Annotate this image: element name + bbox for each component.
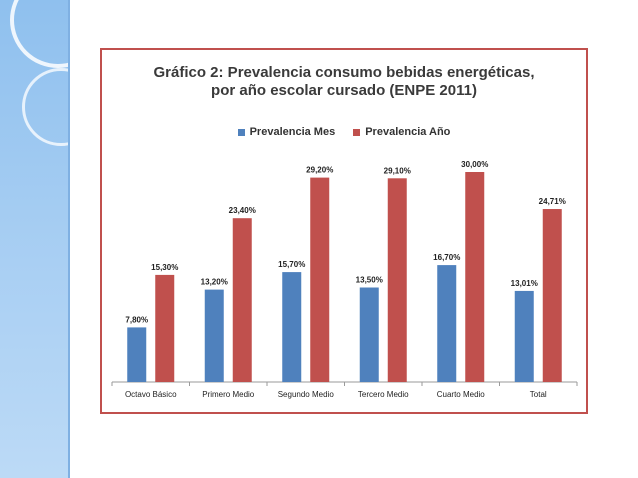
bar-prevalencia-ano — [542, 209, 562, 382]
data-label: 13,01% — [511, 279, 538, 288]
chart-title-line-2: por año escolar cursado (ENPE 2011) — [211, 82, 477, 99]
legend-item-mes: Prevalencia Mes — [237, 126, 336, 138]
bar-prevalencia-mes — [204, 289, 224, 382]
side-decoration-strip — [0, 0, 106, 478]
legend-swatch-mes — [237, 128, 245, 136]
chart-legend: Prevalencia Mes Prevalencia Año — [102, 126, 586, 138]
bar-prevalencia-ano — [232, 218, 252, 382]
x-tick-label: Primero Medio — [202, 390, 255, 399]
data-label: 23,40% — [229, 206, 256, 215]
bar-chart-plot: 7,80% 15,30% Octavo Básico 13,20% 23,40% Prim… — [111, 160, 578, 399]
data-label: 15,30% — [151, 263, 178, 272]
bar-prevalencia-mes — [282, 272, 302, 382]
x-tick-label: Tercero Medio — [358, 390, 409, 399]
chart-frame: Gráfico 2: Prevalencia consumo bebidas e… — [100, 48, 588, 414]
data-label: 13,20% — [201, 278, 228, 287]
bar-prevalencia-ano — [387, 178, 407, 382]
bar-prevalencia-mes — [437, 265, 457, 382]
legend-swatch-ano — [353, 128, 361, 136]
data-label: 7,80% — [125, 315, 148, 324]
data-label: 30,00% — [461, 160, 488, 169]
legend-label-mes: Prevalencia Mes — [249, 126, 336, 138]
bar-prevalencia-mes — [514, 290, 534, 382]
data-label: 15,70% — [278, 260, 305, 269]
decorative-circle — [10, 0, 106, 68]
legend-item-ano: Prevalencia Año — [353, 126, 450, 138]
bar-prevalencia-mes — [127, 327, 147, 382]
data-label: 13,50% — [356, 276, 383, 285]
bar-prevalencia-mes — [359, 287, 379, 382]
bar-prevalencia-ano — [465, 172, 485, 382]
data-label: 29,20% — [306, 166, 333, 175]
data-label: 24,71% — [539, 197, 566, 206]
data-label: 16,70% — [433, 253, 460, 262]
x-tick-label: Segundo Medio — [278, 390, 335, 399]
data-label: 29,10% — [384, 166, 411, 175]
x-tick-label: Cuarto Medio — [437, 390, 486, 399]
legend-label-ano: Prevalencia Año — [365, 126, 451, 138]
x-tick-label: Octavo Básico — [125, 390, 177, 399]
chart-title-line-1: Gráfico 2: Prevalencia consumo bebidas e… — [153, 64, 535, 81]
x-tick-label: Total — [530, 390, 547, 399]
bar-prevalencia-ano — [155, 274, 175, 382]
bar-prevalencia-ano — [310, 177, 330, 382]
chart-title: Gráfico 2: Prevalencia consumo bebidas e… — [102, 64, 586, 100]
decorative-circle — [22, 68, 100, 146]
